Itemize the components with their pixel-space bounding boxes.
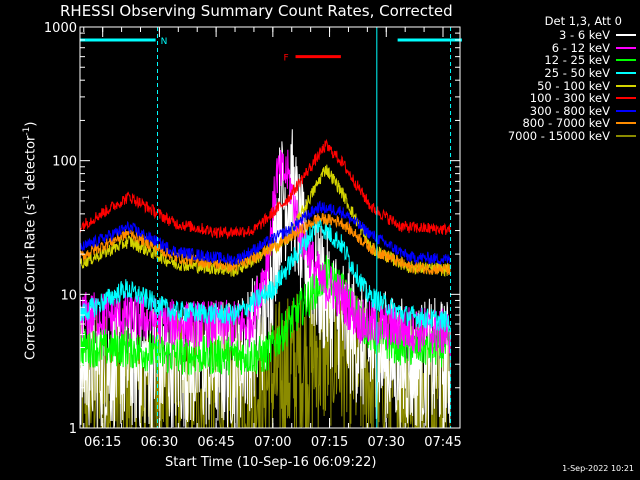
legend-entry: 7000 - 15000 keV xyxy=(482,129,638,144)
x-tick-label-5: 07:30 xyxy=(368,435,405,450)
y-axis-label: Corrected Count Rate (s-1 detector-1) xyxy=(22,122,38,360)
legend-label: 6 - 12 keV xyxy=(551,40,610,55)
y-tick-label-2: 100 xyxy=(52,155,77,170)
legend-label: 25 - 50 keV xyxy=(544,66,610,81)
legend-entry: 12 - 25 keV xyxy=(482,53,638,68)
legend-entry: 50 - 100 keV xyxy=(482,78,638,93)
legend-label: 100 - 300 keV xyxy=(529,91,610,106)
legend-entry: 300 - 800 keV xyxy=(482,103,638,118)
y-tick-label-3: 1000 xyxy=(44,21,77,36)
legend: Det 1,3, Att 0 3 - 6 keV 6 - 12 keV 12 - 2… xyxy=(482,14,638,144)
chart-title: RHESSI Observing Summary Count Rates, Co… xyxy=(60,2,453,20)
y-axis-label-sup1: -1 xyxy=(22,194,32,204)
legend-swatch xyxy=(616,122,636,125)
legend-swatch xyxy=(616,72,636,75)
x-tick-label-1: 06:30 xyxy=(141,435,178,450)
legend-label: 800 - 7000 keV xyxy=(522,116,610,131)
y-axis-label-text: Corrected Count Rate (s xyxy=(23,203,39,360)
legend-label: 50 - 100 keV xyxy=(537,78,610,93)
y-axis-label-sup2: -1 xyxy=(22,126,32,136)
legend-title: Det 1,3, Att 0 xyxy=(544,14,622,28)
series-line-6 xyxy=(79,200,451,266)
plot-frame xyxy=(79,26,461,429)
legend-swatch xyxy=(616,135,636,138)
render-timestamp: 1-Sep-2022 10:21 xyxy=(562,464,634,473)
x-tick-label-4: 07:15 xyxy=(311,435,348,450)
x-tick-label-0: 06:15 xyxy=(84,435,121,450)
legend-entry: 800 - 7000 keV xyxy=(482,116,638,131)
y-tick-label-1: 10 xyxy=(60,288,77,303)
legend-entry: 6 - 12 keV xyxy=(482,40,638,55)
legend-entry: 3 - 6 keV xyxy=(482,28,638,43)
y-axis-label-mid: detector xyxy=(23,135,39,195)
annotation-label-0: N xyxy=(161,37,168,47)
legend-label: 12 - 25 keV xyxy=(544,53,610,68)
legend-label: 7000 - 15000 keV xyxy=(507,129,610,144)
series-line-5 xyxy=(79,138,451,240)
legend-entry: 100 - 300 keV xyxy=(482,91,638,106)
legend-swatch xyxy=(616,109,636,112)
legend-swatch xyxy=(616,59,636,62)
series-line-0 xyxy=(79,129,451,429)
annotation-label-2: F xyxy=(284,54,289,64)
series-line-7 xyxy=(79,213,451,276)
legend-label: 300 - 800 keV xyxy=(529,103,610,118)
x-tick-label-6: 07:45 xyxy=(424,435,461,450)
legend-swatch xyxy=(616,34,636,37)
legend-rows: 3 - 6 keV 6 - 12 keV 12 - 25 keV 25 - 50 ke… xyxy=(482,28,638,144)
x-axis-label: Start Time (10-Sep-16 06:09:22) xyxy=(165,455,377,470)
x-tick-label-3: 07:00 xyxy=(254,435,291,450)
legend-entry: 25 - 50 keV xyxy=(482,66,638,81)
legend-swatch xyxy=(616,97,636,100)
legend-swatch xyxy=(616,46,636,49)
y-axis-label-end: ) xyxy=(23,121,39,127)
legend-swatch xyxy=(616,84,636,87)
y-tick-label-0: 1 xyxy=(69,422,77,437)
x-tick-label-2: 06:45 xyxy=(197,435,234,450)
legend-label: 3 - 6 keV xyxy=(559,28,610,43)
series-line-3 xyxy=(79,216,451,333)
